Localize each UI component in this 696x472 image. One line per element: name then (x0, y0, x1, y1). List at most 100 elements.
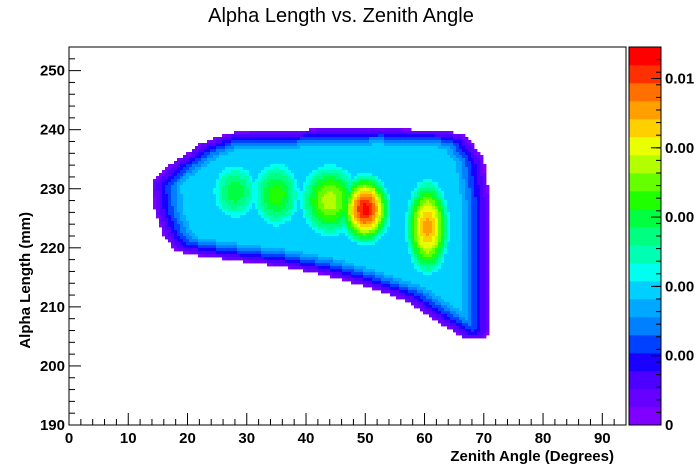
contour-cell (378, 275, 382, 279)
contour-cell (324, 131, 328, 135)
contour-cell (183, 173, 187, 177)
contour-cell (375, 167, 379, 171)
contour-cell (219, 212, 223, 216)
contour-cell (402, 128, 406, 132)
contour-cell (471, 176, 475, 180)
contour-cell (321, 191, 325, 195)
contour-cell (228, 146, 232, 150)
contour-cell (432, 131, 436, 135)
contour-cell (285, 173, 289, 177)
contour-cell (375, 266, 379, 270)
contour-cell (408, 215, 412, 219)
contour-cell (348, 275, 352, 279)
contour-cell (450, 257, 454, 261)
contour-cell (246, 143, 250, 147)
contour-cell (465, 161, 469, 165)
contour-cell (333, 236, 337, 240)
contour-cell (207, 227, 211, 231)
contour-cell (366, 212, 370, 216)
contour-cell (372, 281, 376, 285)
contour-cell (345, 221, 349, 225)
contour-cell (435, 155, 439, 159)
contour-cell (393, 182, 397, 186)
contour-cell (447, 134, 451, 138)
contour-cell (225, 206, 229, 210)
contour-cell (345, 269, 349, 273)
contour-cell (435, 188, 439, 192)
contour-cell (213, 233, 217, 237)
contour-cell (336, 182, 340, 186)
contour-cell (258, 218, 262, 222)
contour-cell (438, 215, 442, 219)
contour-cell (288, 179, 292, 183)
contour-cell (438, 269, 442, 273)
contour-cell (306, 149, 310, 153)
contour-cell (297, 239, 301, 243)
contour-cell (450, 179, 454, 183)
contour-cell (273, 146, 277, 150)
contour-cell (228, 206, 232, 210)
contour-cell (339, 179, 343, 183)
contour-cell (369, 161, 373, 165)
contour-cell (351, 239, 355, 243)
contour-cell (321, 251, 325, 255)
contour-cell (432, 164, 436, 168)
contour-cell (450, 272, 454, 276)
contour-cell (447, 218, 451, 222)
contour-cell (426, 233, 430, 237)
contour-cell (444, 281, 448, 285)
contour-cell (252, 224, 256, 228)
contour-cell (480, 233, 484, 237)
contour-cell (357, 182, 361, 186)
contour-cell (195, 239, 199, 243)
contour-cell (477, 272, 481, 276)
contour-cell (483, 227, 487, 231)
contour-cell (336, 164, 340, 168)
contour-cell (417, 221, 421, 225)
contour-cell (396, 164, 400, 168)
contour-cell (330, 257, 334, 261)
contour-cell (477, 269, 481, 273)
contour-cell (387, 197, 391, 201)
contour-cell (360, 281, 364, 285)
contour-cell (192, 200, 196, 204)
contour-cell (393, 221, 397, 225)
contour-cell (414, 152, 418, 156)
contour-cell (270, 131, 274, 135)
contour-cell (390, 266, 394, 270)
contour-cell (276, 179, 280, 183)
contour-cell (249, 170, 253, 174)
contour-cell (276, 203, 280, 207)
contour-cell (426, 209, 430, 213)
contour-cell (237, 194, 241, 198)
contour-cell (291, 248, 295, 252)
contour-cell (396, 254, 400, 258)
contour-cell (285, 140, 289, 144)
contour-cell (186, 224, 190, 228)
contour-cell (327, 152, 331, 156)
contour-cell (282, 137, 286, 141)
contour-cell (408, 221, 412, 225)
contour-cell (459, 263, 463, 267)
contour-cell (348, 188, 352, 192)
contour-cell (285, 257, 289, 261)
contour-cell (435, 236, 439, 240)
contour-cell (327, 143, 331, 147)
contour-cell (282, 191, 286, 195)
contour-cell (174, 170, 178, 174)
contour-cell (309, 254, 313, 258)
contour-cell (204, 179, 208, 183)
contour-cell (384, 263, 388, 267)
contour-cell (462, 197, 466, 201)
contour-cell (297, 146, 301, 150)
contour-cell (204, 233, 208, 237)
contour-cell (441, 146, 445, 150)
contour-cell (363, 191, 367, 195)
contour-cell (459, 152, 463, 156)
contour-cell (312, 170, 316, 174)
contour-cell (198, 194, 202, 198)
contour-cell (372, 182, 376, 186)
contour-cell (372, 251, 376, 255)
contour-cell (285, 254, 289, 258)
contour-cell (264, 188, 268, 192)
